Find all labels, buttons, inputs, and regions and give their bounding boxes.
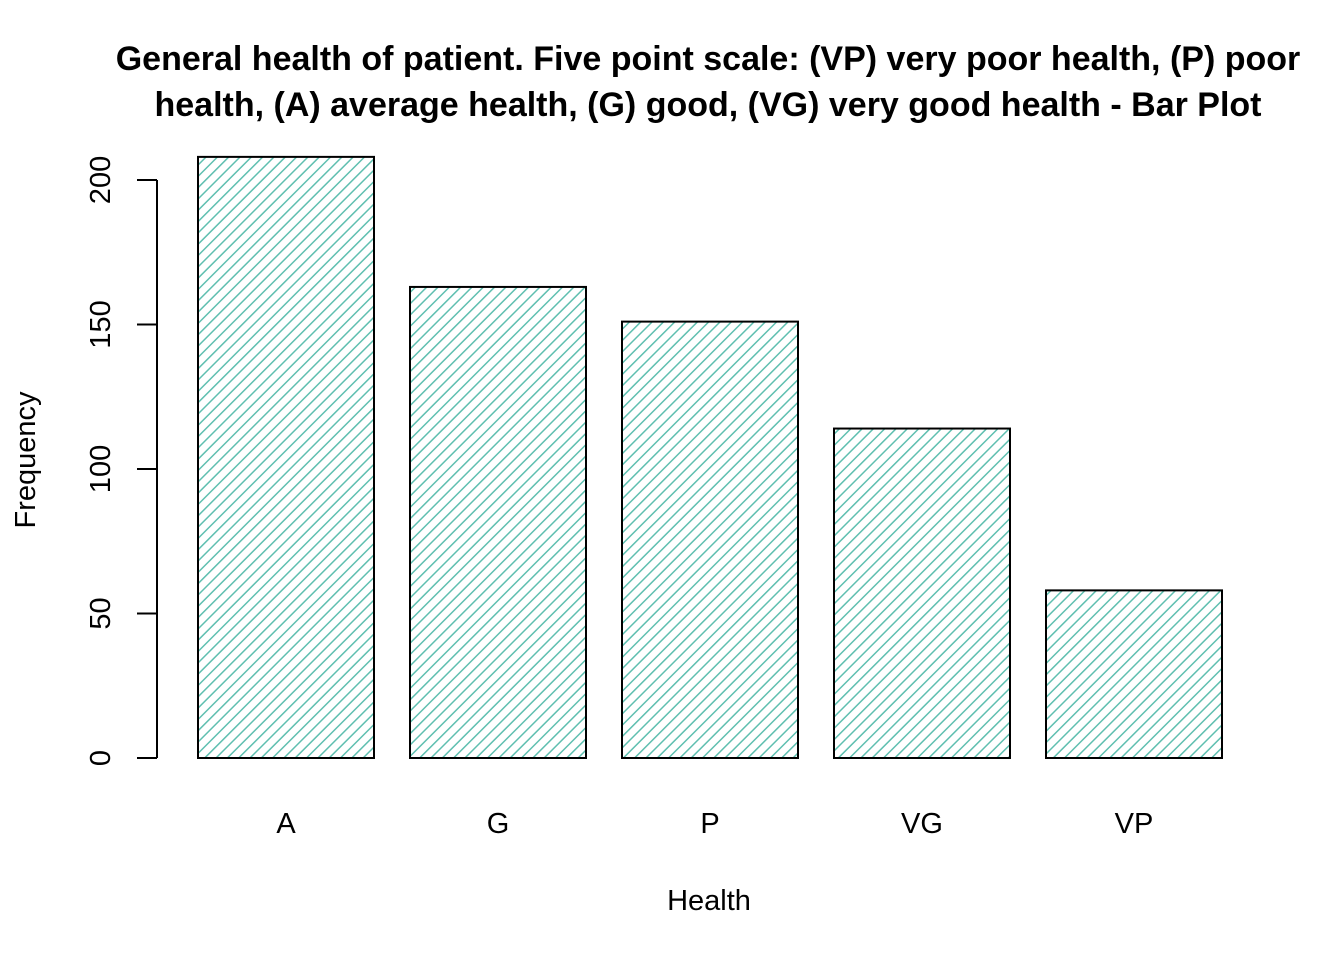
- y-tick-label: 100: [85, 445, 117, 493]
- y-tick-label: 150: [85, 300, 117, 348]
- bar-a: [197, 155, 375, 759]
- bars: [197, 155, 1223, 759]
- y-tick-label: 0: [85, 750, 117, 766]
- x-tick-label-g: G: [487, 808, 510, 840]
- y-axis-label: Frequency: [10, 391, 42, 529]
- bar-g: [409, 285, 587, 759]
- bar-vp: [1045, 589, 1223, 759]
- x-tick-label-vg: VG: [901, 808, 943, 840]
- x-tick-label-a: A: [276, 808, 296, 840]
- x-axis-tick-labels: A G P VG VP: [276, 808, 1153, 840]
- bar-vg: [833, 427, 1011, 759]
- y-tick-label: 50: [85, 597, 117, 629]
- x-tick-label-p: P: [700, 808, 719, 840]
- chart-title-line-1: General health of patient. Five point sc…: [116, 40, 1301, 78]
- chart-title-line-2: health, (A) average health, (G) good, (V…: [154, 86, 1261, 124]
- y-axis-ticks: 0 50 100 150 200: [85, 156, 157, 766]
- x-axis-label: Health: [667, 885, 751, 917]
- bar-p: [621, 320, 799, 759]
- x-tick-label-vp: VP: [1115, 808, 1154, 840]
- y-tick-label: 200: [85, 156, 117, 204]
